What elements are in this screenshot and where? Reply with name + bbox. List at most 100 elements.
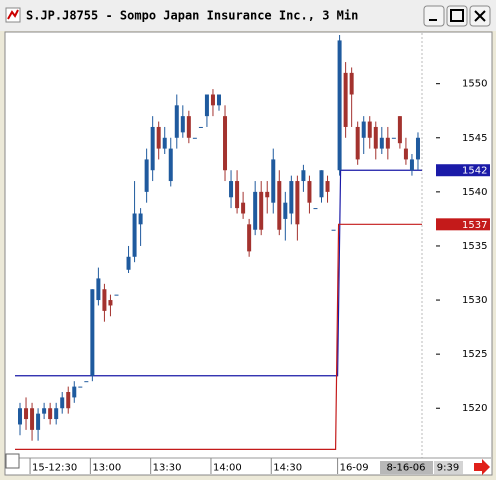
y-tick-label: 1540 — [462, 187, 487, 198]
time-box — [434, 461, 463, 474]
x-tick-label: 16-09 — [340, 463, 369, 474]
candle-body — [283, 202, 288, 219]
candle-body — [379, 137, 384, 149]
candle-body — [385, 137, 390, 149]
candle-body — [48, 408, 53, 420]
candle-body — [36, 413, 41, 430]
candle-body — [241, 202, 246, 214]
candle-body — [210, 94, 215, 106]
candle-body — [132, 213, 137, 257]
candle-body — [18, 408, 22, 425]
candle-body — [138, 213, 143, 225]
candle-body — [78, 386, 83, 388]
y-tick-label: 1550 — [462, 79, 487, 90]
x-tick-label: 14:30 — [273, 463, 302, 474]
candle-body — [301, 170, 306, 182]
candle-body — [349, 72, 354, 95]
candle-body — [289, 181, 294, 214]
candle-body — [180, 116, 185, 133]
scroll-arrow[interactable] — [474, 459, 490, 475]
price-marker-label: 1537 — [462, 220, 487, 231]
title-bar — [0, 0, 496, 31]
candle-body — [325, 181, 330, 192]
app-icon — [5, 7, 21, 23]
candle-body — [186, 116, 191, 138]
x-tick-label: 14:00 — [213, 463, 242, 474]
candle-body — [415, 137, 420, 160]
candle-body — [198, 126, 203, 128]
candle-body — [108, 300, 113, 306]
candle-body — [247, 224, 252, 252]
candle-body — [319, 170, 324, 198]
candle-body — [126, 256, 131, 270]
candle-body — [144, 159, 149, 192]
candle-body — [253, 191, 258, 230]
y-tick-label: 1525 — [462, 349, 487, 360]
level-line — [15, 169, 422, 377]
candle-body — [295, 181, 300, 225]
window-title: S.JP.J8755 - Sompo Japan Insurance Inc.,… — [26, 9, 358, 23]
price-marker — [436, 164, 490, 177]
candle-body — [90, 289, 95, 376]
date-box — [380, 461, 433, 474]
candle-body — [409, 159, 414, 171]
candle-body — [229, 181, 234, 198]
candle-body — [397, 116, 402, 144]
price-marker — [436, 218, 490, 231]
candle-body — [24, 408, 29, 420]
price-marker-label: 1542 — [462, 166, 487, 177]
candle-body — [150, 126, 155, 171]
candle-body — [84, 381, 89, 383]
candle-body — [391, 137, 396, 139]
maximize-button[interactable] — [446, 5, 468, 27]
candle-body — [277, 181, 282, 230]
candle-body — [355, 126, 360, 160]
candle-body — [373, 126, 378, 149]
x-tick-label: 15-12:30 — [32, 463, 77, 474]
candle-body — [271, 159, 276, 203]
candle-body — [30, 408, 35, 430]
y-tick-label: 1535 — [462, 241, 487, 252]
candle-body — [174, 105, 179, 138]
candle-body — [192, 137, 197, 139]
candle-body — [204, 94, 209, 117]
checkbox[interactable] — [5, 453, 20, 469]
candle-body — [265, 191, 270, 198]
candle-body — [42, 408, 47, 414]
candle-body — [367, 121, 372, 138]
candle-body — [313, 208, 318, 210]
candle-body — [96, 278, 101, 301]
candle-body — [114, 294, 119, 296]
chart-area — [4, 31, 493, 476]
candle-body — [162, 137, 167, 149]
candle-body — [361, 121, 366, 138]
date-label: 8-16-06 — [386, 463, 425, 474]
candle-body — [337, 40, 342, 171]
candle-body — [168, 148, 173, 182]
time-label: 9:39 — [437, 463, 459, 474]
candle-body — [343, 72, 348, 127]
candle-body — [403, 148, 408, 160]
candle-body — [223, 116, 228, 171]
candle-body — [156, 126, 161, 149]
close-button[interactable] — [469, 5, 491, 27]
y-tick-label: 1520 — [462, 403, 487, 414]
minimize-button[interactable] — [423, 5, 445, 27]
candle-body — [66, 392, 71, 409]
candle-body — [259, 191, 264, 230]
candle-body — [54, 408, 59, 420]
candle-body — [72, 386, 77, 398]
y-tick-label: 1545 — [462, 133, 487, 144]
level-line — [15, 223, 422, 450]
candle-body — [102, 289, 107, 311]
x-tick-label: 13:30 — [153, 463, 182, 474]
candle-body — [331, 229, 336, 231]
candle-body — [60, 397, 65, 409]
x-tick-label: 13:00 — [92, 463, 121, 474]
candle-body — [216, 94, 221, 106]
y-tick-label: 1530 — [462, 295, 487, 306]
candle-body — [307, 181, 312, 203]
candle-body — [235, 181, 240, 209]
